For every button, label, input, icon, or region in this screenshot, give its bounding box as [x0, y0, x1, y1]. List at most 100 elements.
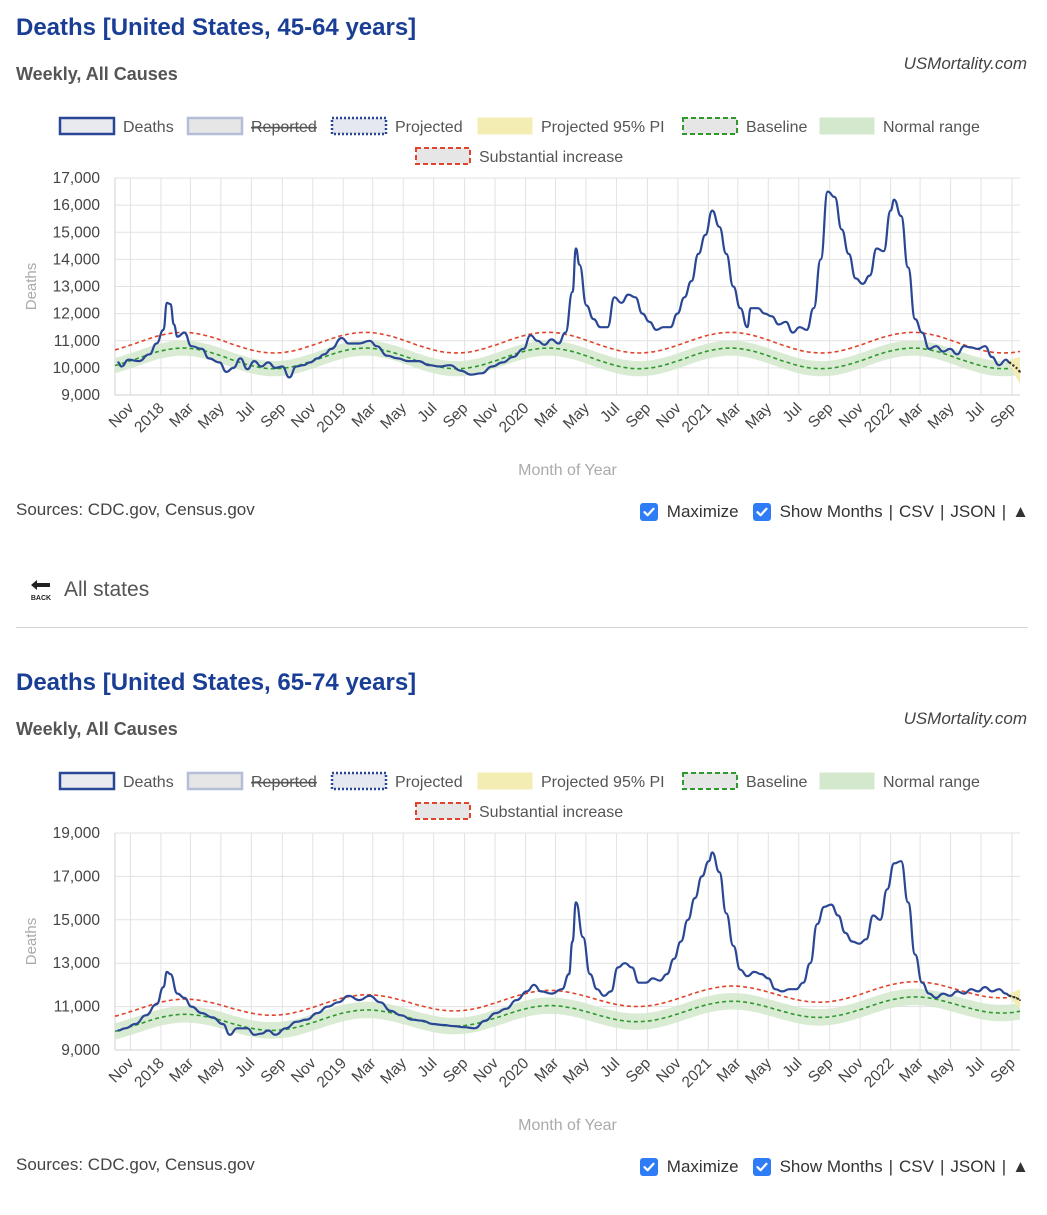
deaths-point: [701, 875, 703, 878]
deaths-point: [211, 1016, 214, 1019]
deaths-point: [907, 901, 909, 904]
deaths-point: [921, 981, 923, 984]
site-credit: USMortality.com: [903, 54, 1027, 73]
legend-swatch: [415, 802, 471, 820]
json-link[interactable]: JSON: [950, 502, 996, 521]
chart-controls: Maximize Show Months | CSV | JSON | ▲: [639, 1157, 1029, 1177]
scroll-top-link[interactable]: ▲: [1012, 502, 1029, 521]
csv-link[interactable]: CSV: [899, 502, 934, 521]
x-tick-label: Jul: [232, 1055, 258, 1081]
deaths-point: [935, 997, 937, 999]
y-tick-label: 11,000: [54, 333, 101, 350]
legend-item-deaths: Deaths: [58, 116, 174, 136]
deaths-point: [659, 979, 661, 982]
deaths-point: [236, 1027, 238, 1030]
projected-point: [1012, 364, 1014, 367]
deaths-point: [882, 250, 885, 253]
deaths-point: [673, 958, 675, 960]
legend-label: Baseline: [746, 119, 807, 136]
x-tick-label: Jul: [414, 1055, 440, 1081]
deaths-point: [725, 912, 728, 915]
deaths-point: [798, 326, 801, 329]
deaths-point: [694, 897, 696, 899]
csv-link[interactable]: CSV: [899, 1157, 934, 1176]
deaths-point: [718, 871, 721, 873]
deaths-point: [494, 1012, 497, 1014]
deaths-point: [124, 1027, 126, 1030]
deaths-point: [676, 312, 679, 315]
y-tick-label: 17,000: [53, 170, 101, 187]
show-months-checkbox[interactable]: [752, 503, 771, 521]
scroll-top-link[interactable]: ▲: [1012, 1157, 1029, 1176]
deaths-point: [837, 914, 840, 917]
deaths-point: [645, 981, 647, 984]
deaths-point: [201, 348, 203, 350]
deaths-point: [571, 291, 574, 293]
chart-subtitle: Weekly, All Causes: [16, 719, 178, 739]
deaths-point: [267, 1029, 270, 1032]
deaths-point: [386, 354, 389, 357]
deaths-point: [603, 994, 605, 997]
deaths-point: [592, 318, 595, 320]
back-to-all-states-link[interactable]: BACK All states: [28, 577, 149, 603]
deaths-point: [585, 304, 588, 307]
deaths-point: [1005, 992, 1007, 995]
show-months-checkbox[interactable]: [752, 1158, 771, 1176]
back-icon-text: BACK: [31, 595, 51, 602]
legend-swatch: [682, 772, 738, 790]
deaths-point: [176, 992, 179, 995]
deaths-point: [522, 348, 525, 350]
deaths-point: [956, 990, 958, 993]
deaths-point: [169, 303, 172, 305]
back-link-label[interactable]: All states: [64, 578, 150, 601]
maximize-checkbox[interactable]: [639, 1158, 658, 1176]
deaths-point: [295, 1020, 298, 1023]
deaths-point: [529, 334, 532, 337]
x-axis-title: Month of Year: [518, 1117, 617, 1134]
deaths-point: [438, 365, 441, 368]
x-tick-label: Sep: [623, 1055, 655, 1087]
deaths-point: [253, 1033, 256, 1036]
maximize-label[interactable]: Maximize: [666, 1157, 739, 1176]
show-months-label[interactable]: Show Months: [779, 1157, 883, 1176]
legend-item-substantial-increase: Substantial increase: [415, 802, 623, 821]
deaths-point: [991, 990, 993, 993]
deaths-point: [662, 326, 665, 329]
deaths-point: [162, 329, 165, 331]
deaths-point: [858, 942, 861, 945]
deaths-point: [561, 988, 563, 991]
substantial-increase-line: [114, 980, 1021, 1017]
maximize-checkbox[interactable]: [639, 503, 658, 521]
deaths-point: [861, 282, 864, 285]
show-months-label[interactable]: Show Months: [779, 502, 883, 521]
deaths-point: [763, 312, 766, 315]
deaths-point: [599, 326, 602, 329]
y-tick-label: 15,000: [53, 224, 101, 241]
legend-label: Projected: [395, 774, 463, 791]
x-tick-label: Jul: [414, 400, 440, 426]
deaths-point: [295, 365, 298, 368]
deaths-point: [624, 962, 626, 965]
x-tick-label: Sep: [987, 400, 1019, 432]
deaths-point: [428, 364, 431, 367]
deaths-point: [928, 992, 930, 995]
deaths-point: [683, 296, 686, 299]
deaths-point: [368, 339, 371, 342]
deaths-point: [928, 348, 930, 350]
deaths-point: [627, 293, 630, 296]
x-tick-label: Sep: [440, 400, 472, 432]
chart-title: Deaths [United States, 45-64 years]: [16, 14, 417, 41]
section-divider: [16, 627, 1028, 628]
deaths-point: [176, 335, 179, 338]
deaths-point: [117, 361, 119, 364]
deaths-point: [557, 342, 560, 345]
deaths-point: [732, 944, 735, 947]
x-tick-label: May: [195, 1055, 228, 1088]
x-tick-label: Sep: [805, 400, 837, 432]
maximize-label[interactable]: Maximize: [666, 502, 739, 521]
json-link[interactable]: JSON: [950, 1157, 996, 1176]
deaths-point: [872, 914, 875, 917]
separator: |: [1001, 502, 1007, 521]
legend-swatch: [415, 147, 471, 165]
deaths-point: [463, 1026, 465, 1029]
